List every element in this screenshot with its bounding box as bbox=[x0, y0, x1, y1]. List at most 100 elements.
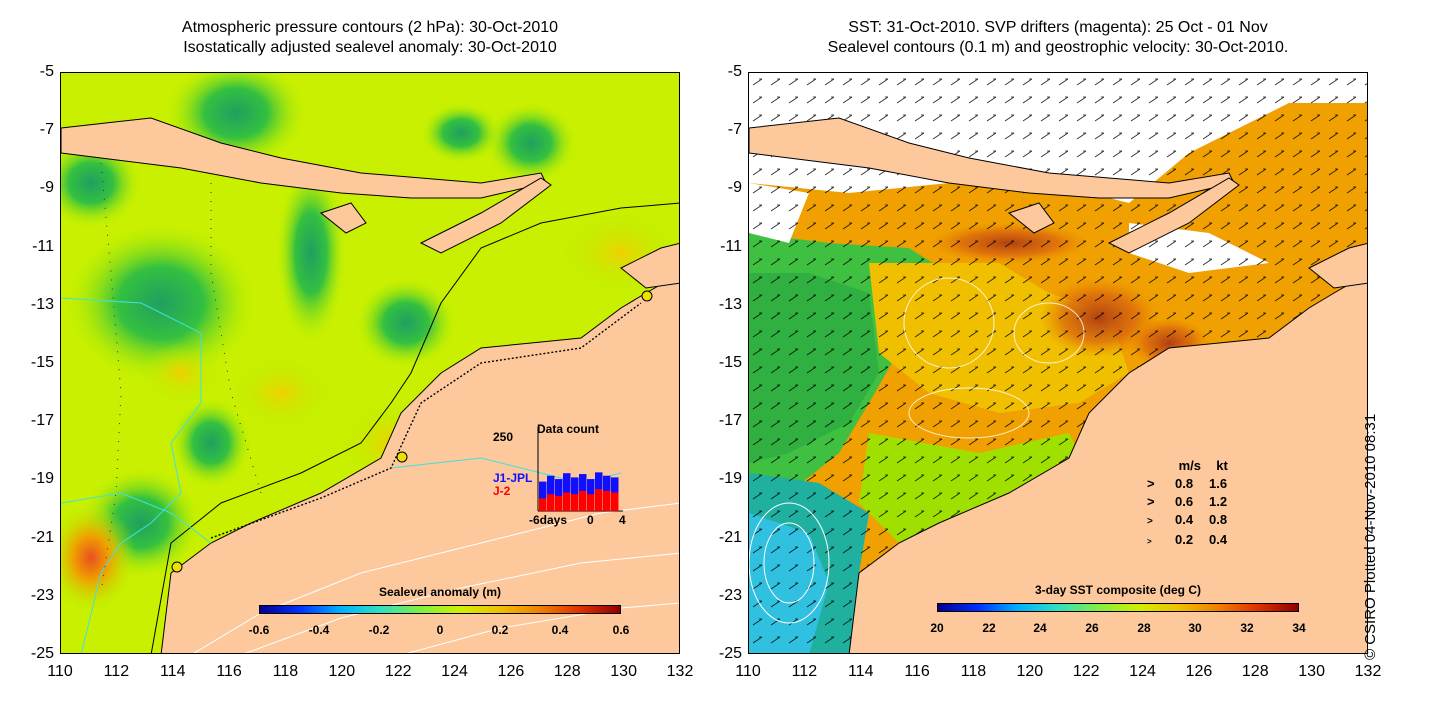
left-cb-tick: 0.4 bbox=[551, 623, 569, 637]
y-tick-label: -21 bbox=[30, 528, 54, 546]
x-tick-label: 120 bbox=[1016, 663, 1044, 680]
right-cb-tick: 26 bbox=[1085, 621, 1099, 635]
x-tick-label: 118 bbox=[272, 663, 299, 680]
y-tick-label: -23 bbox=[718, 586, 742, 604]
right-colorbar-title: 3-day SST composite (deg C) bbox=[1034, 583, 1202, 597]
data-count-j1-label: J1-JPL bbox=[493, 471, 533, 485]
left-cb-tick: 0.2 bbox=[491, 623, 509, 637]
right-cb-tick: 20 bbox=[930, 621, 944, 635]
y-tick-label: -5 bbox=[39, 63, 54, 80]
vector-legend-row: >0.4 0.8 bbox=[1147, 511, 1228, 531]
x-tick-label: 128 bbox=[1241, 663, 1269, 680]
y-tick-label: -25 bbox=[30, 645, 54, 662]
x-tick-label: 130 bbox=[1298, 663, 1325, 680]
j1-bar bbox=[539, 481, 547, 511]
y-tick-label: -17 bbox=[718, 412, 742, 430]
vector-speed-kt: 0.4 bbox=[1209, 532, 1228, 547]
vector-speed-kt: 1.2 bbox=[1209, 494, 1228, 509]
x-tick-label: 116 bbox=[904, 663, 930, 680]
vector-legend-row: >0.6 1.2 bbox=[1147, 493, 1228, 511]
j2-bar bbox=[547, 494, 555, 511]
x-tick-label: 124 bbox=[441, 663, 468, 680]
j1-bar bbox=[563, 473, 571, 511]
y-tick-label: -9 bbox=[39, 179, 54, 197]
right-cb-tick: 34 bbox=[1292, 621, 1306, 635]
vector-legend: m/s kt >0.8 1.6 >0.6 1.2 >0.4 0.8 >0.2 0.4 bbox=[1147, 457, 1228, 551]
right-title-line1: SST: 31-Oct-2010. SVP drifters (magenta)… bbox=[848, 19, 1268, 36]
vector-arrow-icon: > bbox=[1147, 537, 1152, 546]
right-cb-tick: 32 bbox=[1240, 621, 1254, 635]
data-count-histogram bbox=[537, 427, 623, 512]
j2-bar bbox=[555, 495, 563, 511]
x-tick-label: 122 bbox=[1072, 663, 1100, 680]
y-tick-label: -5 bbox=[727, 63, 742, 80]
data-count-x-label-start: -6days bbox=[529, 513, 568, 527]
data-count-j2-label: J-2 bbox=[493, 484, 511, 498]
vector-arrow-icon: > bbox=[1147, 476, 1155, 491]
j2-bar bbox=[587, 494, 595, 511]
j2-bar bbox=[571, 494, 579, 511]
vector-legend-row: >0.2 0.4 bbox=[1147, 531, 1228, 551]
left-title-line1: Atmospheric pressure contours (2 hPa): 3… bbox=[181, 19, 559, 36]
j2-bar bbox=[611, 492, 619, 511]
y-tick-label: -7 bbox=[727, 121, 742, 139]
y-tick-label: -15 bbox=[718, 354, 742, 371]
x-tick-label: 114 bbox=[159, 663, 186, 680]
y-tick-label: -7 bbox=[39, 121, 54, 139]
left-map-graphic bbox=[61, 73, 679, 653]
left-cb-tick: 0 bbox=[436, 623, 444, 637]
y-tick-label: -15 bbox=[30, 354, 54, 371]
right-title: SST: 31-Oct-2010. SVP drifters (magenta)… bbox=[748, 18, 1368, 58]
left-title: Atmospheric pressure contours (2 hPa): 3… bbox=[60, 18, 680, 58]
vector-arrow-icon: > bbox=[1147, 494, 1155, 509]
left-cb-tick: -0.6 bbox=[248, 623, 270, 637]
right-map-graphic bbox=[749, 73, 1367, 653]
vector-legend-row: >0.8 1.6 bbox=[1147, 475, 1228, 493]
left-colorbar-title: Sealevel anomaly (m) bbox=[378, 585, 502, 599]
left-cb-tick: 0.6 bbox=[612, 623, 630, 637]
y-tick-label: -11 bbox=[720, 237, 742, 255]
left-colorbar bbox=[259, 605, 621, 614]
data-count-x-label-zero: 0 bbox=[587, 513, 594, 527]
vector-legend-ms-header: m/s bbox=[1178, 458, 1202, 473]
j1-bar bbox=[555, 479, 563, 511]
y-tick-label: -9 bbox=[727, 179, 742, 197]
x-tick-label: 128 bbox=[553, 663, 581, 680]
x-tick-label: 116 bbox=[216, 663, 242, 680]
x-tick-label: 132 bbox=[1354, 663, 1382, 680]
j2-bar bbox=[579, 490, 587, 511]
vector-speed-ms: 0.6 bbox=[1175, 494, 1194, 509]
right-colorbar bbox=[937, 603, 1299, 612]
x-tick-label: 130 bbox=[610, 663, 637, 680]
right-cb-tick: 22 bbox=[982, 621, 996, 635]
j2-bar bbox=[595, 489, 603, 511]
vector-legend-header: m/s kt bbox=[1147, 457, 1228, 475]
x-tick-label: 118 bbox=[960, 663, 987, 680]
y-tick-label: -13 bbox=[30, 295, 54, 313]
data-count-j2-bars bbox=[539, 489, 619, 511]
left-cb-tick: -0.4 bbox=[308, 623, 330, 637]
j1-bar bbox=[547, 475, 555, 511]
x-tick-label: 112 bbox=[103, 663, 130, 680]
y-tick-label: -25 bbox=[718, 645, 742, 662]
x-tick-label: 126 bbox=[1185, 663, 1213, 680]
y-tick-label: -21 bbox=[718, 528, 742, 546]
x-tick-label: 110 bbox=[735, 663, 761, 680]
y-tick-label: -17 bbox=[30, 412, 54, 430]
right-map: m/s kt >0.8 1.6 >0.6 1.2 >0.4 0.8 >0.2 0.4 3… bbox=[748, 72, 1368, 654]
j2-bar bbox=[539, 498, 547, 511]
j2-bar bbox=[603, 490, 611, 511]
vector-speed-ms: 0.2 bbox=[1175, 532, 1194, 547]
data-count-title: Data count bbox=[537, 422, 600, 436]
left-title-line2: Isostatically adjusted sealevel anomaly:… bbox=[183, 39, 557, 56]
vector-speed-ms: 0.8 bbox=[1175, 476, 1194, 491]
data-count-ymax: 250 bbox=[493, 430, 514, 444]
credit-text: © CSIRO Plotted 04-Nov-2010 08:31 bbox=[1362, 413, 1379, 660]
y-tick-label: -13 bbox=[718, 295, 742, 313]
x-tick-label: 122 bbox=[384, 663, 412, 680]
left-cb-tick: -0.2 bbox=[368, 623, 390, 637]
right-cb-tick: 24 bbox=[1033, 621, 1047, 635]
x-tick-label: 126 bbox=[497, 663, 525, 680]
vector-arrow-icon: > bbox=[1147, 516, 1153, 527]
right-cb-tick: 28 bbox=[1137, 621, 1151, 635]
